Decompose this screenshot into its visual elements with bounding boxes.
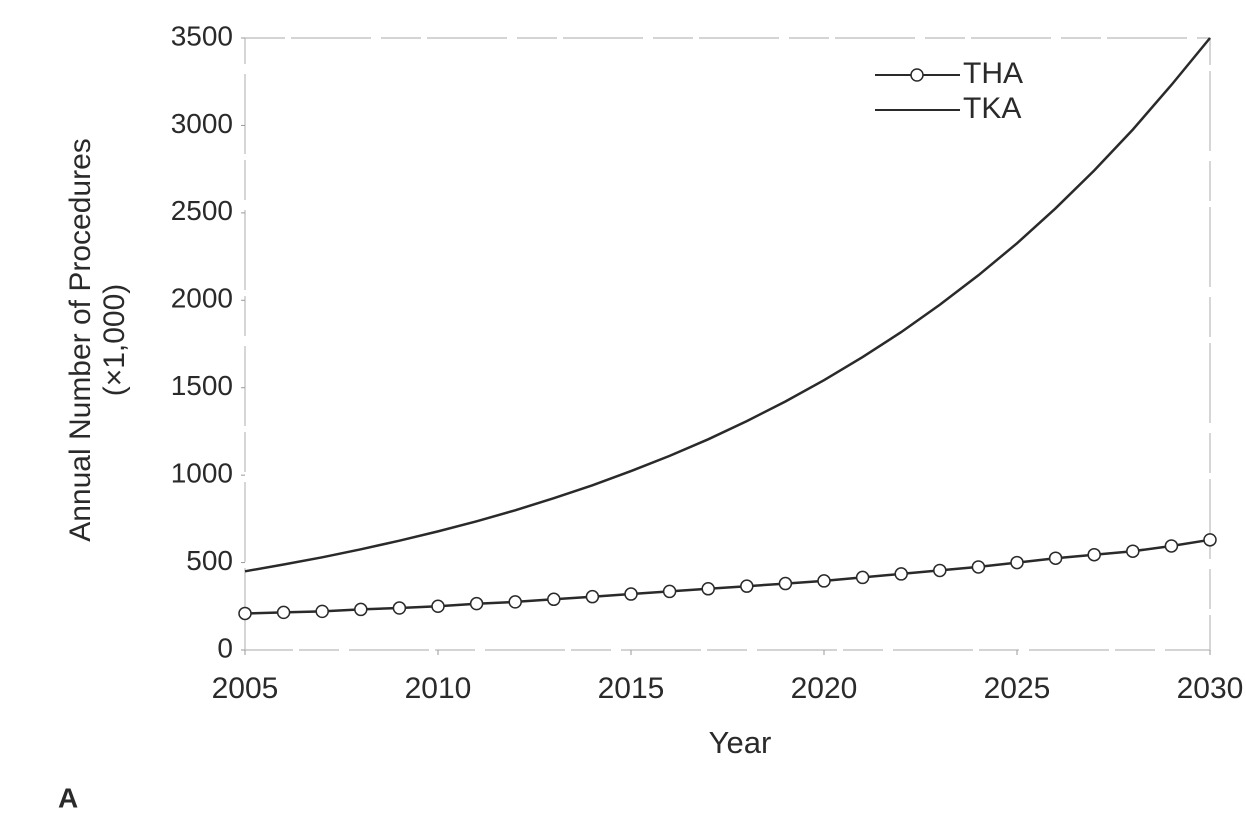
data-point: [1087, 547, 1101, 562]
data-point: [740, 579, 754, 593]
data-point: [1203, 533, 1217, 547]
data-point: [238, 606, 252, 621]
data-point: [276, 605, 291, 620]
data-point: [662, 584, 677, 599]
y-tick-label: 2500: [171, 195, 233, 226]
series-line: [244, 538, 1211, 615]
data-point: [354, 602, 368, 617]
data-point: [469, 596, 484, 611]
x-tick-label: 2010: [405, 672, 472, 705]
data-point: [1010, 555, 1024, 570]
y-tick-label: 1000: [171, 458, 233, 489]
x-tick-label: 2005: [212, 672, 279, 705]
plot-frame: [244, 37, 1211, 651]
data-point: [701, 582, 715, 596]
data-point: [1126, 544, 1140, 558]
y-tick-label: 3500: [171, 20, 233, 51]
legend-label: THA: [963, 57, 1023, 90]
data-point: [624, 587, 638, 601]
series-line: [244, 37, 1211, 573]
x-axis-title: Year: [709, 725, 772, 760]
data-point: [894, 567, 908, 581]
y-tick-label: 1500: [171, 370, 233, 401]
y-axis-title: Annual Number of Procedures (×1,000): [64, 138, 131, 542]
y-tick-label: 2000: [171, 283, 233, 314]
legend-label: TKA: [963, 92, 1021, 125]
panel-label: A: [58, 782, 78, 813]
data-point: [778, 576, 793, 591]
data-point: [1048, 551, 1063, 565]
data-point: [971, 560, 986, 574]
data-point: [817, 574, 831, 588]
y-axis-title-line: Annual Number of Procedures: [64, 138, 97, 542]
data-point: [508, 595, 522, 609]
x-tick-label: 2025: [984, 672, 1051, 705]
x-tick-label: 2015: [598, 672, 665, 705]
y-tick-label: 0: [217, 632, 233, 663]
legend-marker: [910, 68, 924, 82]
data-point: [431, 599, 445, 614]
data-point: [315, 604, 329, 619]
data-point: [933, 563, 947, 578]
data-point: [392, 601, 407, 615]
y-tick-label: 500: [186, 545, 233, 576]
data-point: [547, 592, 561, 607]
data-point: [585, 589, 600, 604]
y-tick-label: 3000: [171, 108, 233, 139]
x-tick-label: 2030: [1177, 672, 1244, 705]
data-point: [1164, 539, 1179, 553]
y-axis-title-line: (×1,000): [98, 284, 131, 397]
x-tick-label: 2020: [791, 672, 858, 705]
data-point: [855, 570, 870, 585]
